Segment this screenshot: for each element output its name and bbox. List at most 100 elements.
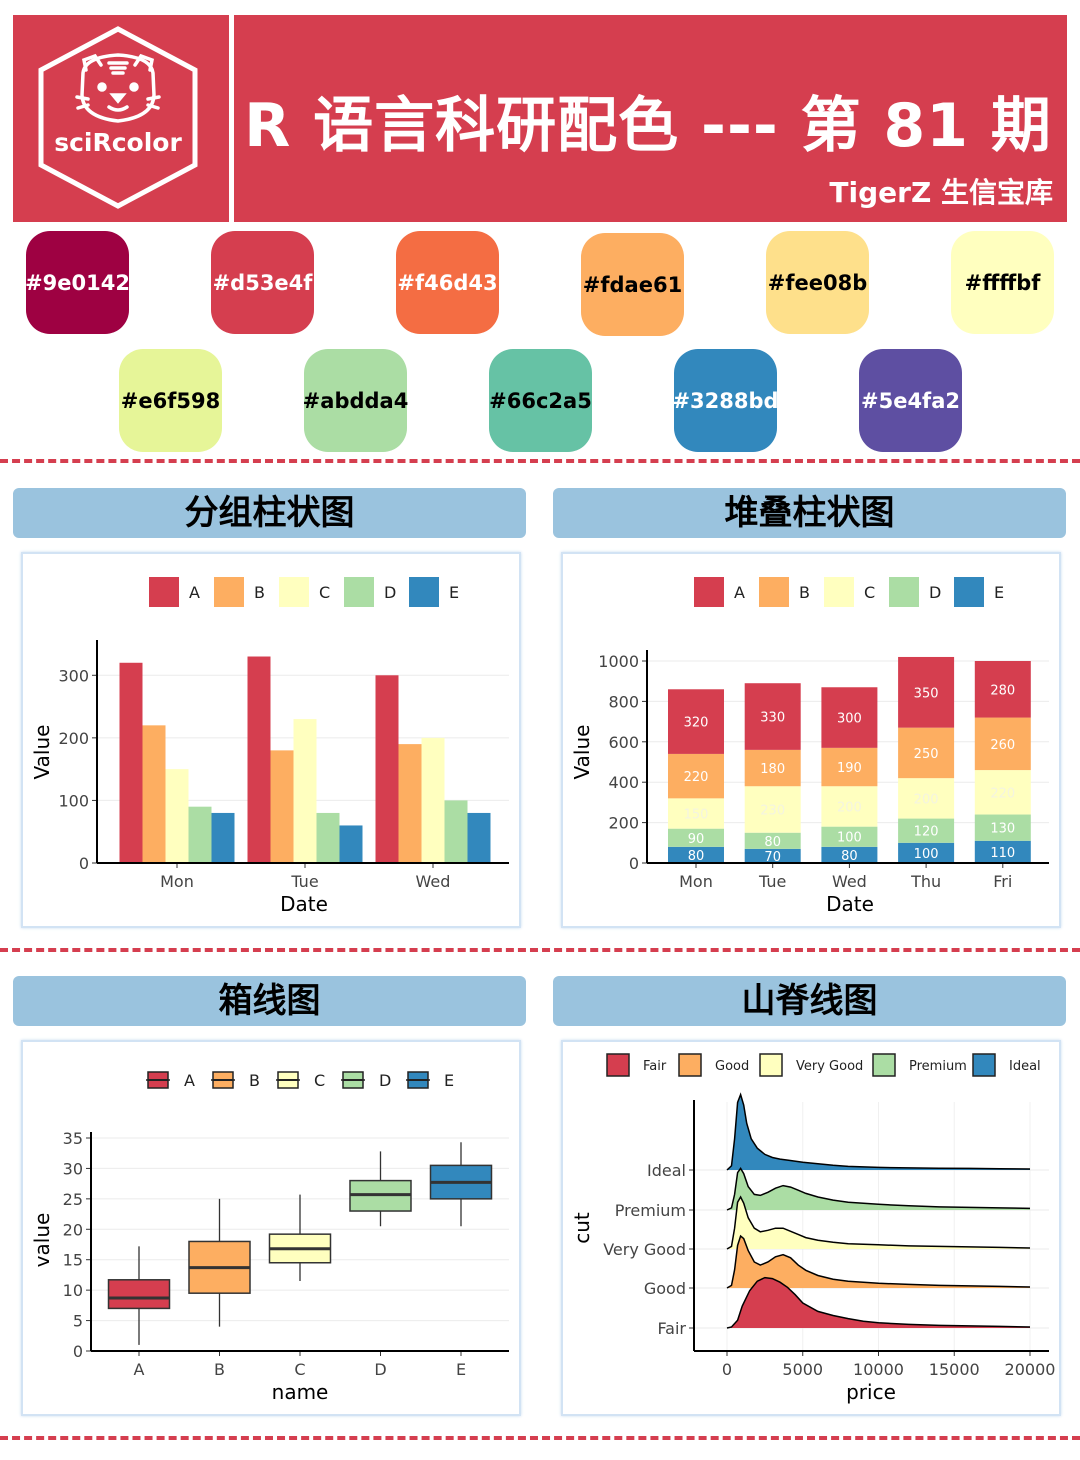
y-tick-label: 10 [63,1281,83,1300]
y-tick-label: 35 [63,1129,83,1148]
swatch-label: #e6f598 [120,388,221,413]
y-axis-title: Value [570,725,594,780]
legend-label: B [799,583,810,602]
panel-title-grouped-bar: 分组柱状图 [13,488,526,538]
ridgeline-chart-card: Fair Good Very Good Premium Ideal Fair Good Ver… [561,1040,1061,1416]
y-tick-label: 300 [58,666,89,685]
legend-swatch [409,577,439,607]
grouped-bar-chart-card: A B C D E 0 100 200 300 Mon Tue Wed Date Value [21,552,521,928]
y-tick-label: 5 [73,1312,83,1331]
swatch-7: #abdda4 [303,349,408,452]
bar [270,750,294,863]
x-axis-title: Date [280,892,328,916]
bar-segment [898,656,955,728]
legend-label: A [189,583,200,602]
x-tick-label: E [456,1360,466,1379]
bar [142,725,166,863]
ridgeline-chart: Fair Good Very Good Premium Ideal Fair Good Ver… [570,1053,1055,1404]
grouped-bar-chart: A B C D E 0 100 200 300 Mon Tue Wed Date Value [30,577,509,916]
y-axis-title: Value [30,725,54,780]
swatch-5: #ffffbf [951,231,1054,334]
x-tick-label: Fri [993,872,1012,891]
x-tick-label: Thu [910,872,941,891]
legend-swatch [759,577,789,607]
legend-swatch [889,577,919,607]
bar-segment [744,683,801,750]
legend-label: A [184,1071,195,1090]
swatch-9: #3288bd [672,349,779,452]
bar-segment [744,832,801,849]
bar-segment [974,814,1031,841]
data-label: 180 [760,762,785,777]
box [107,1279,171,1310]
data-label: 70 [764,850,781,865]
x-tick-label: A [134,1360,145,1379]
x-axis-title: Date [826,892,874,916]
y-tick-label: 20 [63,1220,83,1239]
y-axis-title: cut [570,1212,594,1244]
swatch-label: #d53e4f [212,270,313,295]
ridge-area [727,1197,1030,1249]
data-label: 110 [990,846,1015,861]
swatch-8: #66c2a5 [489,349,592,452]
x-tick-label: 15000 [929,1360,980,1379]
y-tick-label: 800 [608,692,639,711]
panel-title-stacked-bar: 堆叠柱状图 [553,488,1066,538]
bar-segment [668,828,724,847]
legend-label: B [254,583,265,602]
ridge-area [727,1277,1030,1328]
tiger-logo-icon: sciRcolor [38,26,198,209]
x-tick-label: Tue [758,872,786,891]
bar [188,806,212,863]
legend-label: Ideal [1009,1059,1041,1074]
swatch-4: #fee08b [766,231,869,334]
data-label: 190 [837,761,862,776]
data-label: 300 [837,712,862,727]
data-label: 220 [990,786,1015,801]
x-tick-label: Mon [160,872,194,891]
bar-segment [974,840,1031,863]
page-title: R 语言科研配色 --- 第 81 期 [244,91,1052,161]
data-label: 90 [688,832,705,847]
legend-swatch [972,1053,996,1077]
y-tick-label: 0 [73,1342,83,1361]
legend-swatch [214,577,244,607]
y-tick-label: Premium [615,1201,686,1220]
section-divider [0,948,1080,952]
x-axis-title: name [272,1380,329,1404]
data-label: 100 [914,847,939,862]
data-label: 80 [841,849,858,864]
swatch-6: #e6f598 [119,349,222,452]
y-tick-label: 15 [63,1251,83,1270]
data-label: 200 [914,792,939,807]
data-label: 80 [764,835,781,850]
data-label: 350 [914,686,939,701]
legend-label: Premium [909,1059,967,1074]
header-banner: sciRcolor R 语言科研配色 --- 第 81 期 TigerZ 生信宝… [13,15,1067,222]
swatch-label: #5e4fa2 [861,388,960,413]
swatch-label: #fee08b [767,270,868,295]
stacked-bar-chart-card: A B C D E 0 200 400 600 800 1000 80 90 150 220 320 Mon 70… [561,552,1061,928]
x-tick-label: Wed [416,872,451,891]
y-tick-label: 100 [58,791,89,810]
legend-swatch [954,577,984,607]
data-label: 100 [837,831,862,846]
data-label: 120 [914,825,939,840]
bar-segment [821,846,878,863]
y-axis-title: value [30,1213,54,1268]
bar [398,744,422,863]
swatch-3: #fdae61 [581,233,684,336]
y-tick-label: Ideal [647,1161,686,1180]
bar-segment [821,786,878,827]
bar-segment [974,717,1031,771]
bar-segment [974,661,1031,718]
ridge-line [726,1276,1031,1329]
legend-swatch [872,1053,896,1077]
bar [119,662,143,863]
y-tick-label: Good [644,1279,686,1298]
ridge-line [726,1167,1031,1211]
x-axis-title: price [846,1380,896,1404]
legend-swatch [694,577,724,607]
